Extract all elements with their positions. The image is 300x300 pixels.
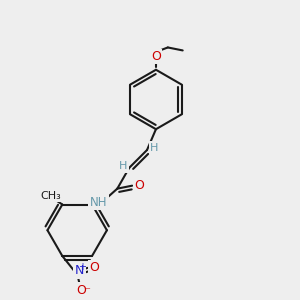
Text: +: + [78,262,86,272]
Text: N: N [75,264,84,278]
Text: CH₃: CH₃ [40,191,61,201]
Text: H: H [119,161,128,171]
Text: O: O [89,261,99,274]
Text: ⁻: ⁻ [84,287,90,297]
Text: H: H [150,142,159,153]
Text: O: O [135,179,145,192]
Text: O: O [76,284,86,297]
Text: O: O [151,50,161,63]
Text: NH: NH [90,196,107,208]
